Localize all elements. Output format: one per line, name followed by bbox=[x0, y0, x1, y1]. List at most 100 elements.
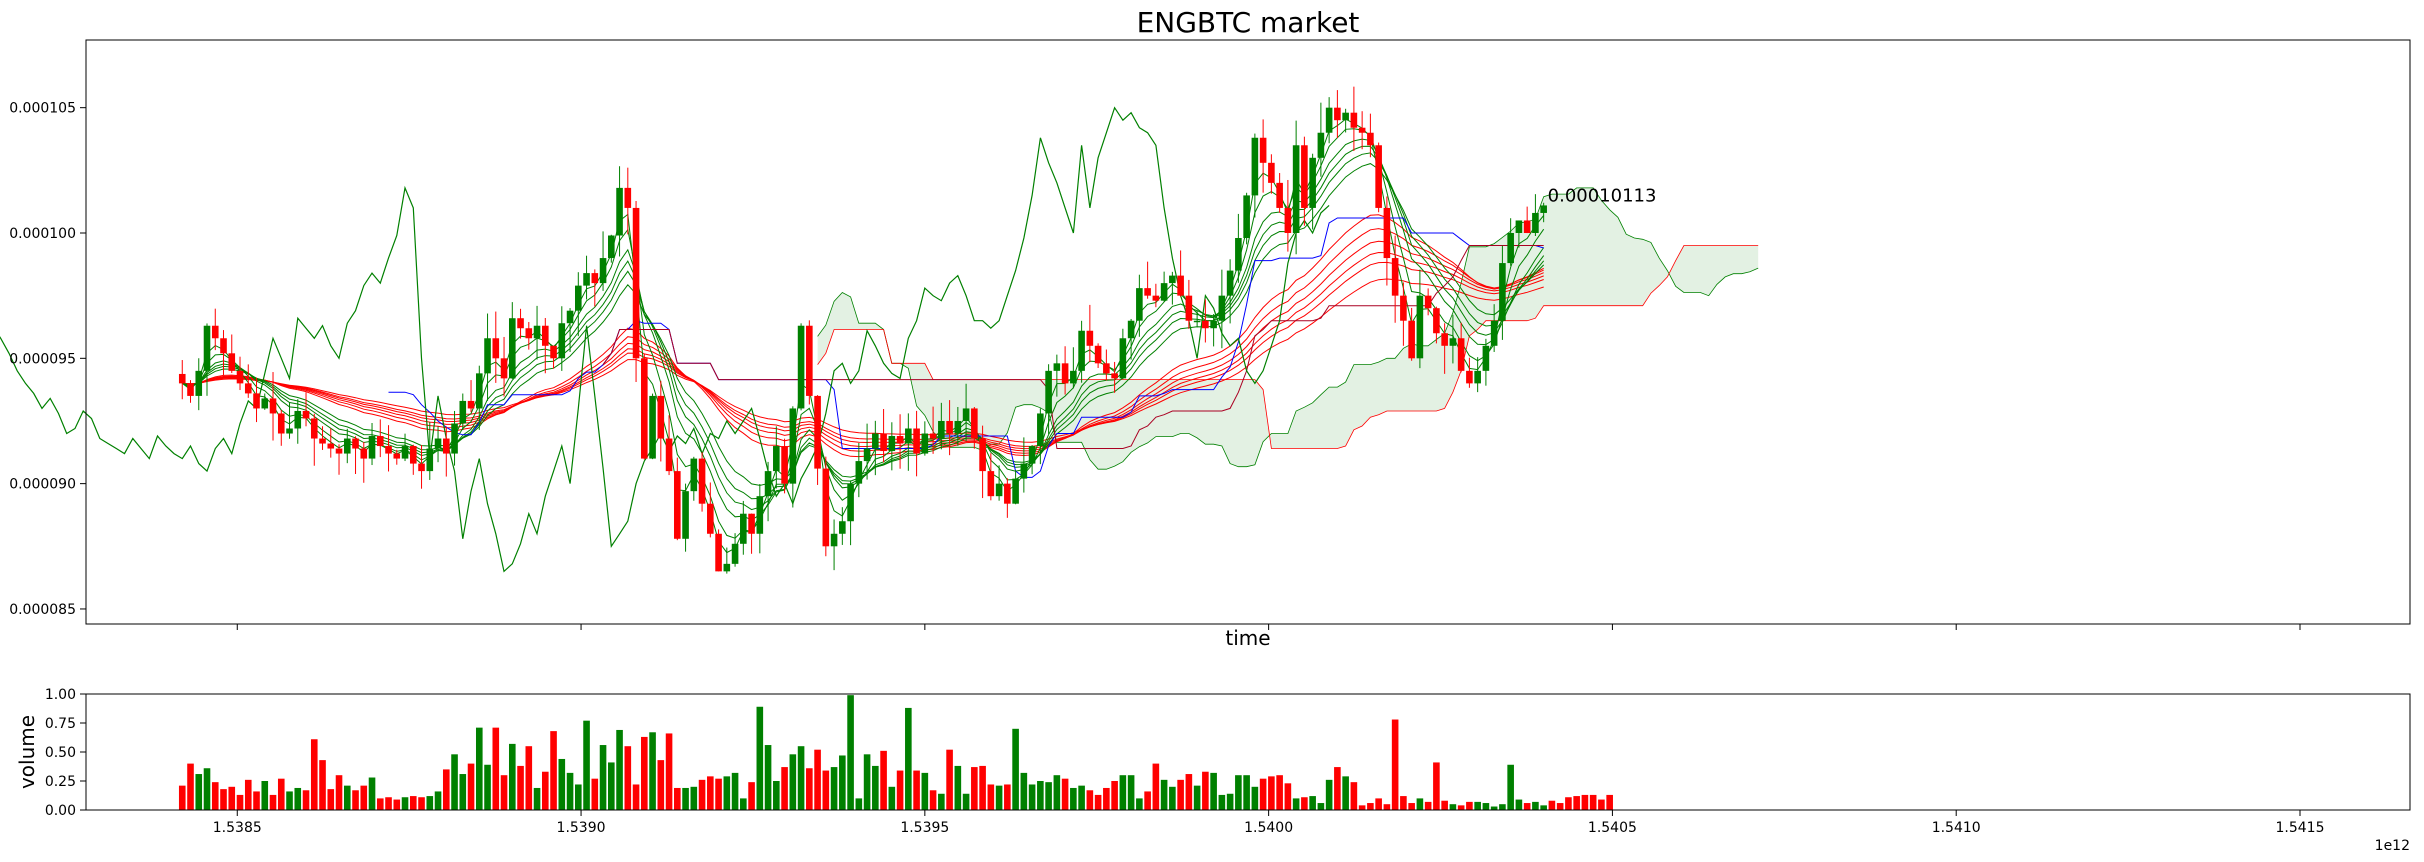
candle bbox=[649, 393, 656, 460]
candle-body bbox=[1020, 463, 1028, 479]
volume-bar bbox=[1086, 790, 1094, 810]
candle-body bbox=[1383, 207, 1391, 259]
candle-body bbox=[277, 413, 285, 434]
candle bbox=[401, 433, 409, 462]
candle bbox=[979, 425, 986, 499]
candle-body bbox=[1441, 333, 1448, 346]
candle-body bbox=[566, 310, 574, 324]
volume-bar bbox=[360, 785, 368, 810]
candle-body bbox=[319, 438, 326, 444]
candle-body bbox=[1416, 295, 1424, 359]
volume-bar bbox=[459, 774, 467, 810]
price-plot-frame bbox=[85, 39, 2411, 625]
candle-body bbox=[426, 448, 434, 472]
candle bbox=[508, 302, 516, 380]
candle-body bbox=[1408, 320, 1415, 359]
candle-body bbox=[1226, 270, 1234, 296]
volume-axis-title: volume bbox=[15, 715, 39, 789]
candle-body bbox=[1103, 363, 1110, 374]
candle-body bbox=[401, 446, 409, 459]
candle-body bbox=[1474, 370, 1481, 384]
candle bbox=[1235, 213, 1242, 283]
candle-body bbox=[1045, 370, 1052, 414]
candle bbox=[376, 419, 384, 458]
volume-bar bbox=[310, 739, 318, 810]
candle-body bbox=[1334, 107, 1341, 121]
volume-axes: 0.00 0.25 0.50 0.75 1.00 1.5385 1.5390 1.5395 1.… bbox=[45, 687, 2411, 836]
chikou-span-line bbox=[0, 106, 1330, 573]
candle-body bbox=[773, 446, 780, 472]
volume-bar bbox=[954, 765, 962, 810]
candle-body bbox=[962, 408, 970, 421]
candle-body bbox=[294, 410, 302, 429]
volume-bar bbox=[921, 772, 929, 810]
volume-bar bbox=[1317, 803, 1325, 810]
volume-bar bbox=[1103, 787, 1110, 810]
candle-body bbox=[492, 338, 500, 359]
candle bbox=[1433, 306, 1440, 344]
last-price-label: 0.00010113 bbox=[1548, 185, 1657, 206]
volume-bar bbox=[756, 706, 764, 810]
candle-body bbox=[525, 328, 533, 339]
volume-bar bbox=[1334, 767, 1341, 810]
volume-bar bbox=[566, 772, 574, 810]
candle bbox=[1070, 347, 1077, 389]
volume-bar bbox=[319, 760, 326, 810]
volume-bar bbox=[1193, 785, 1201, 810]
y-tick-label: 0.000095 bbox=[9, 351, 76, 367]
candle bbox=[830, 519, 838, 571]
candle bbox=[1342, 108, 1349, 133]
candle bbox=[1012, 470, 1019, 505]
candle-body bbox=[1185, 295, 1193, 321]
candle bbox=[905, 413, 912, 471]
candle bbox=[484, 313, 491, 401]
candle bbox=[1424, 288, 1432, 316]
volume-bar bbox=[195, 774, 203, 810]
volume-bar bbox=[467, 763, 475, 810]
candle-body bbox=[1515, 220, 1523, 233]
candle bbox=[1540, 202, 1547, 223]
candle-body bbox=[1490, 320, 1498, 346]
candle-body bbox=[954, 420, 962, 434]
candle bbox=[797, 323, 805, 411]
candle bbox=[954, 407, 962, 446]
candle-body bbox=[764, 471, 772, 497]
volume-bar bbox=[286, 791, 293, 810]
candle bbox=[360, 441, 368, 483]
candle-body bbox=[484, 338, 491, 374]
candle-body bbox=[228, 353, 236, 371]
candle bbox=[855, 442, 863, 498]
candle-body bbox=[880, 433, 887, 452]
volume-bar bbox=[822, 770, 830, 810]
candle bbox=[995, 465, 1003, 501]
volume-y-tick-label: 0.50 bbox=[45, 745, 76, 761]
candle-body bbox=[203, 325, 211, 371]
volume-bar bbox=[1202, 771, 1209, 810]
volume-bar bbox=[1160, 779, 1168, 810]
candle-body bbox=[938, 420, 945, 439]
volume-bar bbox=[1268, 776, 1275, 810]
candle bbox=[1416, 269, 1424, 369]
candle-body bbox=[508, 318, 516, 379]
candle bbox=[1103, 349, 1110, 381]
candle bbox=[1457, 322, 1465, 373]
candle-body bbox=[847, 483, 854, 522]
volume-bar bbox=[1375, 798, 1382, 810]
candle-body bbox=[236, 370, 244, 384]
candle bbox=[641, 353, 648, 460]
candle-body bbox=[1111, 373, 1118, 379]
volume-bar bbox=[814, 749, 821, 810]
candle-body bbox=[360, 448, 368, 459]
volume-bar bbox=[203, 768, 211, 810]
candle bbox=[715, 529, 722, 572]
candle bbox=[517, 308, 524, 339]
candle-body bbox=[1375, 145, 1382, 208]
volume-bar bbox=[1012, 728, 1019, 810]
candle bbox=[1152, 283, 1160, 308]
volume-bar bbox=[220, 789, 227, 810]
x-tick-label: 1.5390 bbox=[557, 820, 606, 836]
candle bbox=[467, 380, 475, 413]
volume-bar bbox=[343, 785, 351, 810]
candle-body bbox=[1053, 363, 1061, 371]
candle bbox=[913, 410, 920, 477]
